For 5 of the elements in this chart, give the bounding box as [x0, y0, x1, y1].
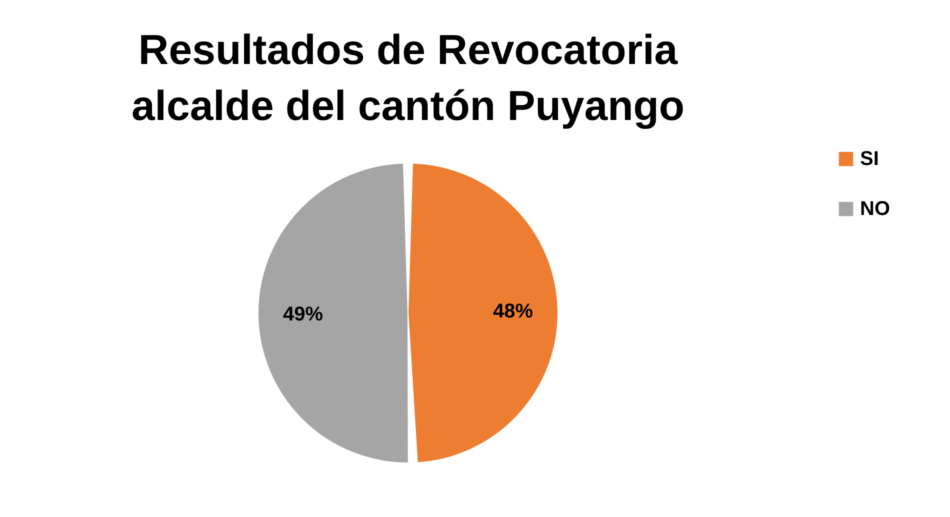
data-label: 48% — [492, 300, 534, 322]
legend-label: NO — [860, 198, 890, 220]
data-label: 49% — [283, 304, 324, 326]
chart-title: Resultados de Revocatoria alcalde del cantón Puyango — [131, 26, 685, 129]
legend-label: SI — [860, 148, 879, 170]
